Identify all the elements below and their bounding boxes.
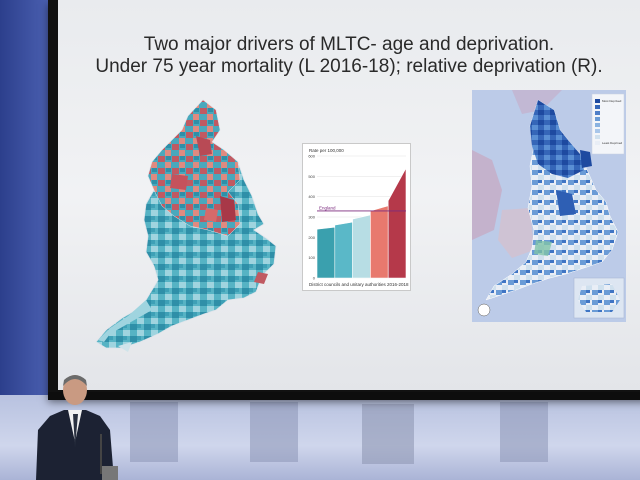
chart-bar-quintile-1 — [316, 226, 336, 279]
chart-bar-quintile-4 — [370, 205, 389, 279]
chart-bar-quintile-2 — [334, 221, 353, 279]
floor-panel — [500, 402, 548, 462]
floor-panel — [130, 402, 178, 462]
chart-y-tick-label: 600 — [308, 154, 315, 159]
chart-y-tick-label: 200 — [308, 235, 315, 240]
legend-least-deprived: Least Deprived — [602, 141, 623, 145]
floor-panel — [250, 402, 298, 462]
deprivation-map-england: Most Deprived Least Deprived — [472, 90, 626, 322]
chart-x-axis-label: District councils and unitary authoritie… — [309, 282, 409, 287]
presentation-slide: Two major drivers of MLTC- age and depri… — [58, 0, 640, 390]
compass-icon — [477, 303, 491, 317]
presenter — [36, 375, 118, 480]
chart-y-axis-label: Rate per 100,000 — [309, 148, 344, 153]
screen-bottom-edge — [48, 392, 640, 400]
chart-y-tick-label: 0 — [313, 276, 316, 281]
chart-bar-quintile-5 — [387, 168, 407, 279]
chart-plot-area: 0 100 200 300 400 500 600 England — [308, 154, 407, 281]
slide-title-line1: Two major drivers of MLTC- age and depri… — [143, 34, 555, 55]
chart-bar-quintile-3 — [352, 214, 371, 279]
chart-y-tick-label: 500 — [308, 174, 315, 179]
legend-most-deprived: Most Deprived — [602, 99, 622, 103]
mortality-bar-chart: Rate per 100,000 0 100 200 300 400 500 600 Engl… — [302, 143, 411, 291]
chart-y-tick-label: 300 — [308, 215, 315, 220]
mortality-map-england — [95, 99, 277, 352]
chart-y-tick-label: 400 — [308, 194, 315, 199]
slide-title-line2: Under 75 year mortality (L 2016-18); rel… — [95, 56, 603, 77]
chart-england-reference-label: England — [319, 205, 336, 210]
slide-title: Two major drivers of MLTC- age and depri… — [58, 34, 640, 78]
chart-y-tick-label: 100 — [308, 255, 315, 260]
wall-panel — [362, 404, 414, 464]
